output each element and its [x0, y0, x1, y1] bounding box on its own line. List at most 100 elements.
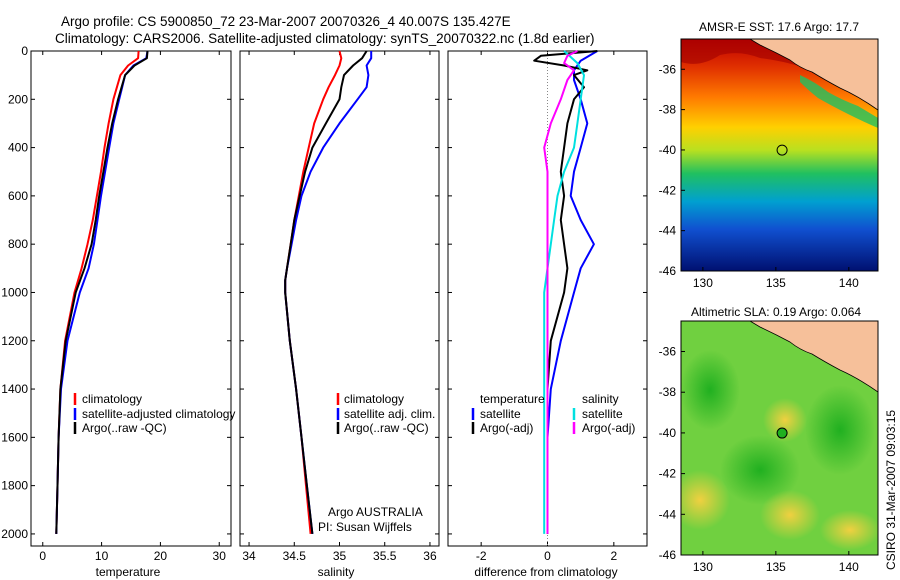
legend-label-sal-satellite: satellite [582, 407, 623, 421]
y-tick-label: 1800 [1, 479, 28, 493]
x-tick-label: 2 [610, 549, 617, 563]
temperature-series [55, 50, 149, 534]
map-x-tick-label: 130 [693, 276, 713, 290]
x-tick-label: 0 [39, 549, 46, 563]
difference-ticks: -2 0 2 [448, 50, 647, 563]
legend-label-argo: Argo(..raw -QC) [344, 421, 429, 435]
x-tick-label: 10 [95, 549, 109, 563]
x-tick-label: 34 [242, 549, 256, 563]
map-y-tick-label: -46 [659, 548, 677, 562]
y-tick-label: 200 [8, 92, 28, 106]
legend-title-salinity: salinity [582, 392, 619, 406]
y-tick-label: 2000 [1, 527, 28, 541]
legend-label-satellite: satellite adj. clim. [344, 407, 435, 421]
x-tick-label: 34.5 [283, 549, 307, 563]
difference-panel: -2 0 2 difference from climatology tempera… [447, 50, 648, 579]
salinity-plot-frame [239, 50, 440, 547]
y-tick-label: 600 [8, 189, 28, 203]
legend-label-sal-argo: Argo(-adj) [582, 421, 635, 435]
series-line-temperature-argo-adj- [533, 50, 598, 534]
sst-map-frame [680, 38, 879, 272]
y-tick-label: 1600 [1, 430, 28, 444]
map-x-tick-label: 130 [693, 560, 713, 574]
temperature-ticks: 0 10 20 30 0 200 400 600 800 1000 1200 1400 1600 1800… [1, 44, 231, 563]
y-tick-label: 1200 [1, 334, 28, 348]
map-y-tick-label: -38 [659, 103, 677, 117]
map-y-tick-label: -44 [659, 507, 677, 521]
map-y-tick-label: -42 [659, 183, 677, 197]
map-x-tick-label: 135 [766, 560, 786, 574]
x-tick-label: 0 [544, 549, 551, 563]
series-line-argo-raw-qc- [284, 50, 368, 535]
x-tick-label: 20 [154, 549, 168, 563]
x-tick-label: 35 [333, 549, 347, 563]
legend-label-climatology: climatology [344, 392, 404, 406]
sla-high-patch [760, 490, 820, 540]
salinity-legend: climatology satellite adj. clim. Argo(..… [336, 392, 435, 435]
map-y-tick-label: -40 [659, 143, 677, 157]
temperature-legend: climatology satellite-adjusted climatolo… [73, 392, 235, 435]
map-y-tick-label: -46 [659, 264, 677, 278]
legend-label-climatology: climatology [82, 392, 142, 406]
credit-line2: PI: Susan Wijffels [318, 520, 412, 534]
x-tick-label: 35.5 [373, 549, 397, 563]
temperature-panel: 0 10 20 30 0 200 400 600 800 1000 1200 1400 1600 1800… [1, 44, 235, 579]
sla-argo-marker [776, 427, 788, 439]
y-tick-label: 400 [8, 141, 28, 155]
map-x-tick-label: 140 [839, 560, 859, 574]
x-tick-label: 30 [213, 549, 227, 563]
sla-low-patch [681, 350, 740, 430]
sst-map: AMSR-E SST: 17.6 Argo: 17.7 130 135 140 -36… [659, 20, 879, 290]
sla-map-ticks: 130 135 140 -36 -38 -40 -42 -44 -46 [659, 345, 859, 574]
sst-land [749, 39, 878, 111]
y-tick-label: 1400 [1, 382, 28, 396]
figure-title-line2: Climatology: CARS2006. Satellite-adjuste… [55, 31, 595, 46]
y-tick-label: 0 [21, 44, 28, 58]
salinity-series [284, 50, 373, 535]
sst-coastal-band [800, 75, 878, 128]
y-tick-label: 1000 [1, 285, 28, 299]
sla-land [749, 321, 878, 393]
temperature-xlabel: temperature [96, 565, 161, 579]
sla-low-patch [720, 435, 800, 505]
side-caption: CSIRO 31-Mar-2007 09:03:15 [884, 410, 898, 570]
legend-label-argo: Argo(..raw -QC) [82, 421, 167, 435]
sst-argo-marker [776, 144, 788, 156]
sla-map-frame [680, 320, 879, 556]
x-tick-label: 36 [423, 549, 437, 563]
map-y-tick-label: -38 [659, 385, 677, 399]
legend-title-temperature: temperature [480, 392, 545, 406]
legend-label-satellite: satellite-adjusted climatology [82, 407, 235, 421]
sla-high-patch [681, 470, 730, 530]
map-x-tick-label: 135 [766, 276, 786, 290]
series-line-satellite-adj-clim- [284, 51, 373, 535]
sla-low-patch [805, 385, 875, 475]
credit-line1: Argo AUSTRALIA [328, 505, 423, 519]
series-line-salinity-satellite [543, 50, 585, 534]
series-line-temperature-satellite [546, 50, 598, 534]
difference-series [533, 50, 598, 534]
salinity-xlabel: salinity [318, 565, 355, 579]
figure-title-line1: Argo profile: CS 5900850_72 23-Mar-2007 … [61, 14, 511, 29]
sla-high-patch [820, 510, 878, 550]
x-tick-label: -2 [476, 549, 487, 563]
salinity-panel: 34 34.5 35 35.5 36 salinity climatology sate… [239, 50, 440, 579]
series-line-climatology [284, 50, 343, 534]
series-line-salinity-argo-adj- [543, 50, 578, 534]
map-y-tick-label: -40 [659, 426, 677, 440]
y-tick-label: 800 [8, 237, 28, 251]
map-y-tick-label: -36 [659, 345, 677, 359]
salinity-ticks: 34 34.5 35 35.5 36 [240, 50, 439, 563]
sla-map: Altimetric SLA: 0.19 Argo: 0.064 130 135 1… [659, 305, 879, 574]
sst-map-ticks: 130 135 140 -36 -38 -40 -42 -44 -46 [659, 62, 859, 290]
series-line-climatology [55, 50, 140, 534]
temperature-plot-frame [30, 50, 232, 547]
difference-xlabel: difference from climatology [474, 565, 617, 579]
legend-label-temp-argo: Argo(-adj) [480, 421, 533, 435]
series-line-satellite-adjusted-climatology [55, 50, 149, 534]
sla-map-title: Altimetric SLA: 0.19 Argo: 0.064 [691, 305, 861, 319]
map-x-tick-label: 140 [839, 276, 859, 290]
map-y-tick-label: -42 [659, 467, 677, 481]
sst-map-title: AMSR-E SST: 17.6 Argo: 17.7 [699, 20, 859, 34]
